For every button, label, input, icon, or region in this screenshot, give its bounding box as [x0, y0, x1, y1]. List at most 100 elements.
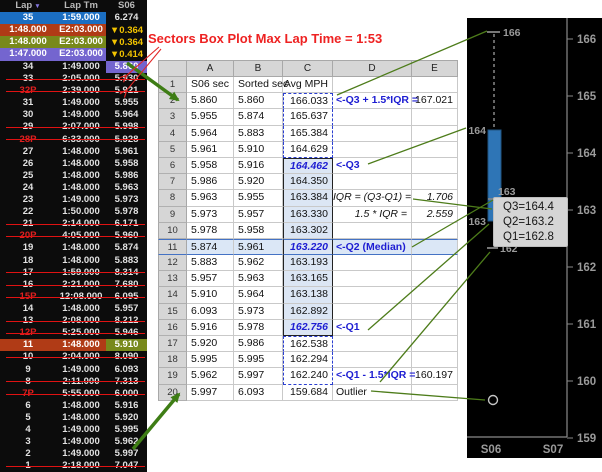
sector-s06-cell[interactable]: 5.978 — [114, 206, 139, 218]
cell-annotation[interactable] — [333, 109, 412, 126]
lap-number-cell[interactable]: 33 — [22, 72, 34, 84]
cell-sorted-sec[interactable]: 5.860 — [234, 93, 283, 110]
sector-s06-cell[interactable]: 6.274 — [114, 12, 139, 24]
lap-time-cell[interactable]: 1:48.000 — [56, 339, 106, 352]
row-number-cell[interactable]: 16 — [158, 319, 187, 336]
cell-value[interactable] — [412, 238, 458, 256]
sector-s06-cell[interactable]: 5.960 — [114, 230, 139, 242]
cell-avg-mph[interactable]: 159.684 — [283, 384, 333, 401]
row-number-cell[interactable]: 11 — [158, 238, 187, 256]
lap-row[interactable]: 10 2:04.000 8.090 — [0, 351, 147, 363]
sector-s06-cell[interactable]: 5.921 — [114, 85, 139, 97]
cell-s06-sec[interactable]: 5.874 — [187, 238, 234, 256]
cell-avg-mph[interactable]: 162.294 — [283, 352, 333, 369]
sector-s06-cell[interactable]: 5.955 — [114, 97, 139, 109]
lap-time-cell[interactable]: 4:05.000 — [62, 230, 100, 242]
cell-avg-mph[interactable]: 162.756 — [283, 319, 333, 336]
col-header-b[interactable]: B — [234, 60, 283, 77]
lap-row[interactable]: 6 1:48.000 5.916 — [0, 400, 147, 412]
cell-avg-mph[interactable]: 163.330 — [283, 206, 333, 223]
lap-time-cell[interactable]: 2:07.000 — [62, 121, 100, 133]
row-number-cell[interactable]: 14 — [158, 287, 187, 304]
sector-s06-cell[interactable]: 7.047 — [114, 460, 139, 472]
cell-avg-mph[interactable]: 164.350 — [283, 174, 333, 191]
lap-time-cell[interactable]: 2:18.000 — [62, 460, 100, 472]
outlier-point[interactable] — [487, 394, 499, 406]
sector-s06-cell[interactable]: 6.095 — [114, 290, 139, 302]
row-number-cell[interactable]: 6 — [158, 157, 187, 175]
lap-number-cell[interactable]: 9 — [25, 363, 31, 375]
timing-col-lap[interactable]: Lap ▼ — [0, 1, 56, 11]
sector-s06-cell[interactable]: ▼0.364 — [109, 24, 144, 36]
cell-annotation[interactable] — [333, 303, 412, 320]
lap-row[interactable]: 18 1:48.000 5.883 — [0, 254, 147, 266]
sort-descending-icon[interactable]: ▼ — [34, 3, 41, 11]
cell-sorted-sec[interactable]: 5.973 — [234, 303, 283, 320]
lap-number-cell[interactable]: 17 — [22, 266, 34, 278]
sector-s06-cell[interactable]: 5.997 — [114, 448, 139, 460]
cell-sorted-sec[interactable]: 5.986 — [234, 336, 283, 353]
cell-sorted-sec[interactable]: 5.883 — [234, 125, 283, 142]
sector-s06-cell[interactable]: 6.093 — [114, 363, 139, 375]
lap-time-cell[interactable]: E2:03.000 — [56, 48, 106, 61]
lap-number-cell[interactable]: 31 — [22, 97, 34, 109]
lap-number-cell[interactable]: 28P — [19, 133, 37, 145]
timing-col-laptm[interactable]: Lap Tm — [64, 0, 98, 12]
lap-number-cell[interactable]: 35 — [0, 12, 56, 25]
lap-number-cell[interactable]: 2 — [25, 448, 31, 460]
lap-number-cell[interactable]: 30 — [22, 109, 34, 121]
cell-s06-sec[interactable]: 5.883 — [187, 255, 234, 272]
cell-annotation[interactable] — [333, 352, 412, 369]
cell-avg-mph[interactable]: 166.033 — [283, 93, 333, 110]
sector-s06-cell[interactable]: 8.090 — [114, 351, 139, 363]
lap-number-cell[interactable]: 23 — [22, 194, 34, 206]
cell-avg-mph[interactable]: 165.637 — [283, 109, 333, 126]
lap-number-cell[interactable]: 13 — [22, 315, 34, 327]
lap-row[interactable]: 1 2:18.000 7.047 — [0, 460, 147, 472]
lap-number-cell[interactable]: 4 — [25, 424, 31, 436]
row-number-cell[interactable]: 10 — [158, 222, 187, 239]
cell-sorted-sec[interactable]: 5.997 — [234, 368, 283, 385]
lap-time-cell[interactable]: 2:08.000 — [62, 315, 100, 327]
row-number-cell[interactable]: 17 — [158, 336, 187, 353]
cell-sorted-sec[interactable]: 5.910 — [234, 141, 283, 158]
cell-annotation[interactable]: 1.5 * IQR = — [333, 206, 412, 223]
lap-row[interactable]: 27 1:48.000 5.961 — [0, 145, 147, 157]
lap-row[interactable]: 28P 6:33.000 5.928 — [0, 133, 147, 145]
lap-time-cell[interactable]: 1:48.000 — [62, 169, 100, 181]
sector-s06-cell[interactable]: 7.680 — [114, 278, 139, 290]
lap-time-cell[interactable]: 1:48.000 — [62, 303, 100, 315]
cell-sorted-sec[interactable]: 5.963 — [234, 271, 283, 288]
lap-row[interactable]: 35 1:59.000 6.274 — [0, 12, 147, 25]
cell-value[interactable] — [412, 141, 458, 158]
sector-s06-cell[interactable]: 5.973 — [114, 194, 139, 206]
lap-time-cell[interactable]: 1:50.000 — [62, 206, 100, 218]
sector-s06-cell[interactable]: 5.928 — [114, 133, 139, 145]
lap-number-cell[interactable]: 25 — [22, 169, 34, 181]
sector-s06-cell[interactable]: 7.313 — [114, 375, 139, 387]
sector-s06-cell[interactable]: 5.957 — [114, 303, 139, 315]
cell-s06-sec[interactable]: 5.963 — [187, 190, 234, 207]
cell-annotation[interactable]: <-Q3 + 1.5*IQR = — [333, 93, 418, 110]
cell-avg-mph[interactable]: 162.240 — [283, 368, 333, 385]
lap-time-cell[interactable]: 1:49.000 — [62, 194, 100, 206]
lap-number-cell[interactable]: 20P — [19, 230, 37, 242]
cell-sorted-sec[interactable]: 5.962 — [234, 255, 283, 272]
cell-sorted-sec[interactable]: 5.920 — [234, 174, 283, 191]
cell-annotation[interactable] — [333, 77, 412, 94]
cell-s06-sec[interactable]: 5.997 — [187, 384, 234, 401]
cell-annotation[interactable]: <-Q1 - 1.5*IQR = — [333, 368, 415, 385]
cell-annotation[interactable] — [333, 174, 412, 191]
lap-number-cell[interactable]: 1 — [25, 460, 31, 472]
lap-row[interactable]: 19 1:48.000 5.874 — [0, 242, 147, 254]
lap-time-cell[interactable]: 2:14.000 — [62, 218, 100, 230]
cell-annotation[interactable]: <-Q1 — [333, 319, 412, 336]
cell-value[interactable] — [412, 77, 458, 94]
lap-number-cell[interactable]: 26 — [22, 157, 34, 169]
cell-s06-sec[interactable]: 5.860 — [187, 93, 234, 110]
lap-time-cell[interactable]: 1:49.000 — [62, 60, 100, 72]
cell-sorted-sec[interactable]: Sorted sec — [234, 77, 288, 94]
lap-time-cell[interactable]: 5:55.000 — [62, 387, 100, 399]
row-number-cell[interactable]: 5 — [158, 141, 187, 158]
cell-value[interactable]: 160.197 — [412, 368, 458, 385]
